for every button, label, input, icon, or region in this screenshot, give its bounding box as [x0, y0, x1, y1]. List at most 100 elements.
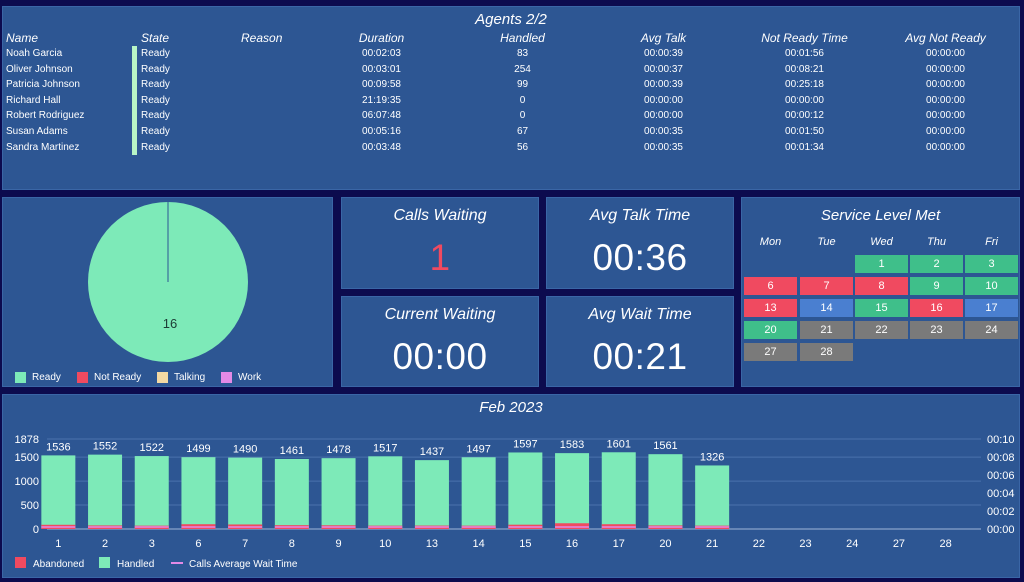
agent-row[interactable]: Robert Rodriguez Ready 06:07:48 0 00:00:00 00… [6, 108, 1016, 124]
x-tick-label: 2 [102, 538, 108, 550]
calendar-day[interactable]: 9 [910, 277, 963, 295]
calls-bar-chart: 0 500 1000 1500 1878 00:00 00:02 00:04 00:06 00:0… [15, 434, 1015, 570]
handled-bar[interactable] [228, 457, 263, 529]
handled-bar[interactable] [555, 453, 590, 529]
calendar-day[interactable]: 10 [965, 277, 1018, 295]
y-tick-label: 0 [33, 524, 39, 536]
handled-bar[interactable] [368, 456, 403, 529]
dow-thu: Thu [927, 236, 946, 248]
agent-duration: 06:07:48 [362, 110, 401, 122]
agent-duration: 00:09:58 [362, 79, 401, 91]
bar-total-label: 1437 [420, 446, 444, 458]
calendar-day[interactable]: 15 [855, 299, 908, 317]
calendar-day[interactable]: 8 [855, 277, 908, 295]
calendar-day[interactable]: 20 [744, 321, 797, 339]
col-name[interactable]: Name [6, 30, 39, 45]
col-handled[interactable]: Handled [500, 30, 545, 45]
agent-avg-talk: 00:00:39 [644, 79, 683, 91]
calls-bar-chart-panel: Feb 2023 0 500 1000 1500 1878 00:00 00:02 00:04… [2, 394, 1020, 578]
agent-avg-talk: 00:00:35 [644, 141, 683, 153]
agent-name: Richard Hall [6, 94, 61, 106]
agent-reason [241, 108, 311, 124]
handled-bar[interactable] [461, 457, 496, 529]
y-tick-label: 500 [21, 500, 39, 512]
calendar-day[interactable]: 2 [910, 255, 963, 273]
agent-avg-not-ready: 00:00:00 [926, 141, 965, 153]
handled-bar[interactable] [601, 452, 636, 529]
legend-work-swatch [221, 372, 232, 383]
agent-avg-not-ready: 00:00:00 [926, 79, 965, 91]
dow-mon: Mon [759, 236, 782, 248]
handled-bar[interactable] [648, 454, 683, 529]
agent-state-bar [131, 92, 139, 109]
y2-tick-label: 00:06 [987, 470, 1015, 482]
agent-name: Noah Garcia [6, 48, 63, 59]
bar-total-label: 1561 [653, 440, 677, 452]
legend-not-ready[interactable]: Not Ready [77, 372, 141, 383]
agent-avg-talk: 00:00:35 [644, 125, 683, 137]
agent-row[interactable]: Susan Adams Ready 00:05:16 67 00:00:35 00:01:… [6, 123, 1016, 140]
agent-row[interactable]: Noah Garcia Ready 00:02:03 83 00:00:39 00:01:… [6, 46, 1016, 62]
calendar-day[interactable]: 3 [965, 255, 1018, 273]
calendar-day[interactable]: 28 [800, 343, 853, 361]
y2-tick-label: 00:10 [987, 434, 1015, 446]
agent-row[interactable]: Patricia Johnson Ready 00:09:58 99 00:00:39 0… [6, 77, 1016, 93]
agent-handled: 0 [519, 110, 526, 122]
legend-work[interactable]: Work [221, 372, 261, 383]
agent-reason [241, 140, 311, 156]
agent-row[interactable]: Sandra Martinez Ready 00:03:48 56 00:00:35 00… [6, 139, 1016, 156]
current-waiting-tile: Current Waiting 00:00 [341, 296, 539, 387]
handled-bar[interactable] [274, 458, 309, 529]
legend-ready-label: Ready [32, 372, 61, 383]
handled-bar[interactable] [181, 457, 216, 529]
avg-wait-time-value: 00:21 [592, 336, 688, 377]
col-avg-not-ready[interactable]: Avg Not Ready [905, 30, 986, 45]
handled-bar[interactable] [508, 452, 543, 529]
handled-bar[interactable] [414, 460, 449, 529]
calendar-day[interactable]: 16 [910, 299, 963, 317]
col-reason[interactable]: Reason [241, 30, 283, 45]
x-tick-label: 8 [289, 538, 295, 550]
x-tick-label: 24 [846, 538, 858, 550]
handled-bar[interactable] [88, 454, 123, 529]
calendar-day[interactable]: 17 [965, 299, 1018, 317]
calendar-day[interactable]: 7 [800, 277, 853, 295]
calendar-day[interactable]: 1 [855, 255, 908, 273]
handled-bar[interactable] [41, 455, 76, 529]
calendar-day[interactable]: 22 [855, 321, 908, 339]
handled-bar[interactable] [134, 456, 169, 529]
col-state[interactable]: State [141, 30, 170, 45]
col-duration[interactable]: Duration [358, 30, 405, 45]
current-waiting-title: Current Waiting [384, 306, 496, 323]
calendar-day[interactable]: 14 [800, 299, 853, 317]
calendar-day[interactable]: 27 [744, 343, 797, 361]
agent-state: Ready [141, 63, 170, 75]
agent-state-bar [131, 123, 139, 140]
legend-ready[interactable]: Ready [15, 372, 61, 383]
legend-wait-time-label[interactable]: Calls Average Wait Time [189, 559, 298, 570]
abandoned-bar[interactable] [555, 523, 590, 529]
calendar-day[interactable]: 24 [965, 321, 1018, 339]
legend-abandoned-label[interactable]: Abandoned [33, 559, 84, 570]
bar-total-label: 1478 [326, 444, 350, 456]
x-tick-label: 17 [613, 538, 625, 550]
col-avg-talk[interactable]: Avg Talk [640, 30, 687, 45]
handled-bar[interactable] [321, 458, 356, 529]
legend-handled-label[interactable]: Handled [117, 559, 154, 570]
calendar-day[interactable]: 13 [744, 299, 797, 317]
agent-row[interactable]: Richard Hall Ready 21:19:35 0 00:00:00 00:00:… [6, 92, 1016, 109]
legend-talking[interactable]: Talking [157, 372, 205, 383]
calendar-day[interactable]: 21 [800, 321, 853, 339]
agents-title: Agents 2/2 [475, 11, 547, 28]
col-not-ready-time[interactable]: Not Ready Time [761, 30, 848, 45]
agent-reason [241, 62, 311, 78]
agent-state: Ready [141, 79, 170, 91]
agent-row[interactable]: Oliver Johnson Ready 00:03:01 254 00:00:37 00… [6, 61, 1016, 78]
agents-table: Name State Reason Duration Handled Avg T… [6, 29, 1016, 156]
calls-waiting-value: 1 [429, 237, 451, 278]
calendar-day[interactable]: 6 [744, 277, 797, 295]
calendar-day[interactable]: 23 [910, 321, 963, 339]
legend-not-ready-label: Not Ready [94, 372, 142, 383]
handled-bar[interactable] [695, 465, 730, 529]
